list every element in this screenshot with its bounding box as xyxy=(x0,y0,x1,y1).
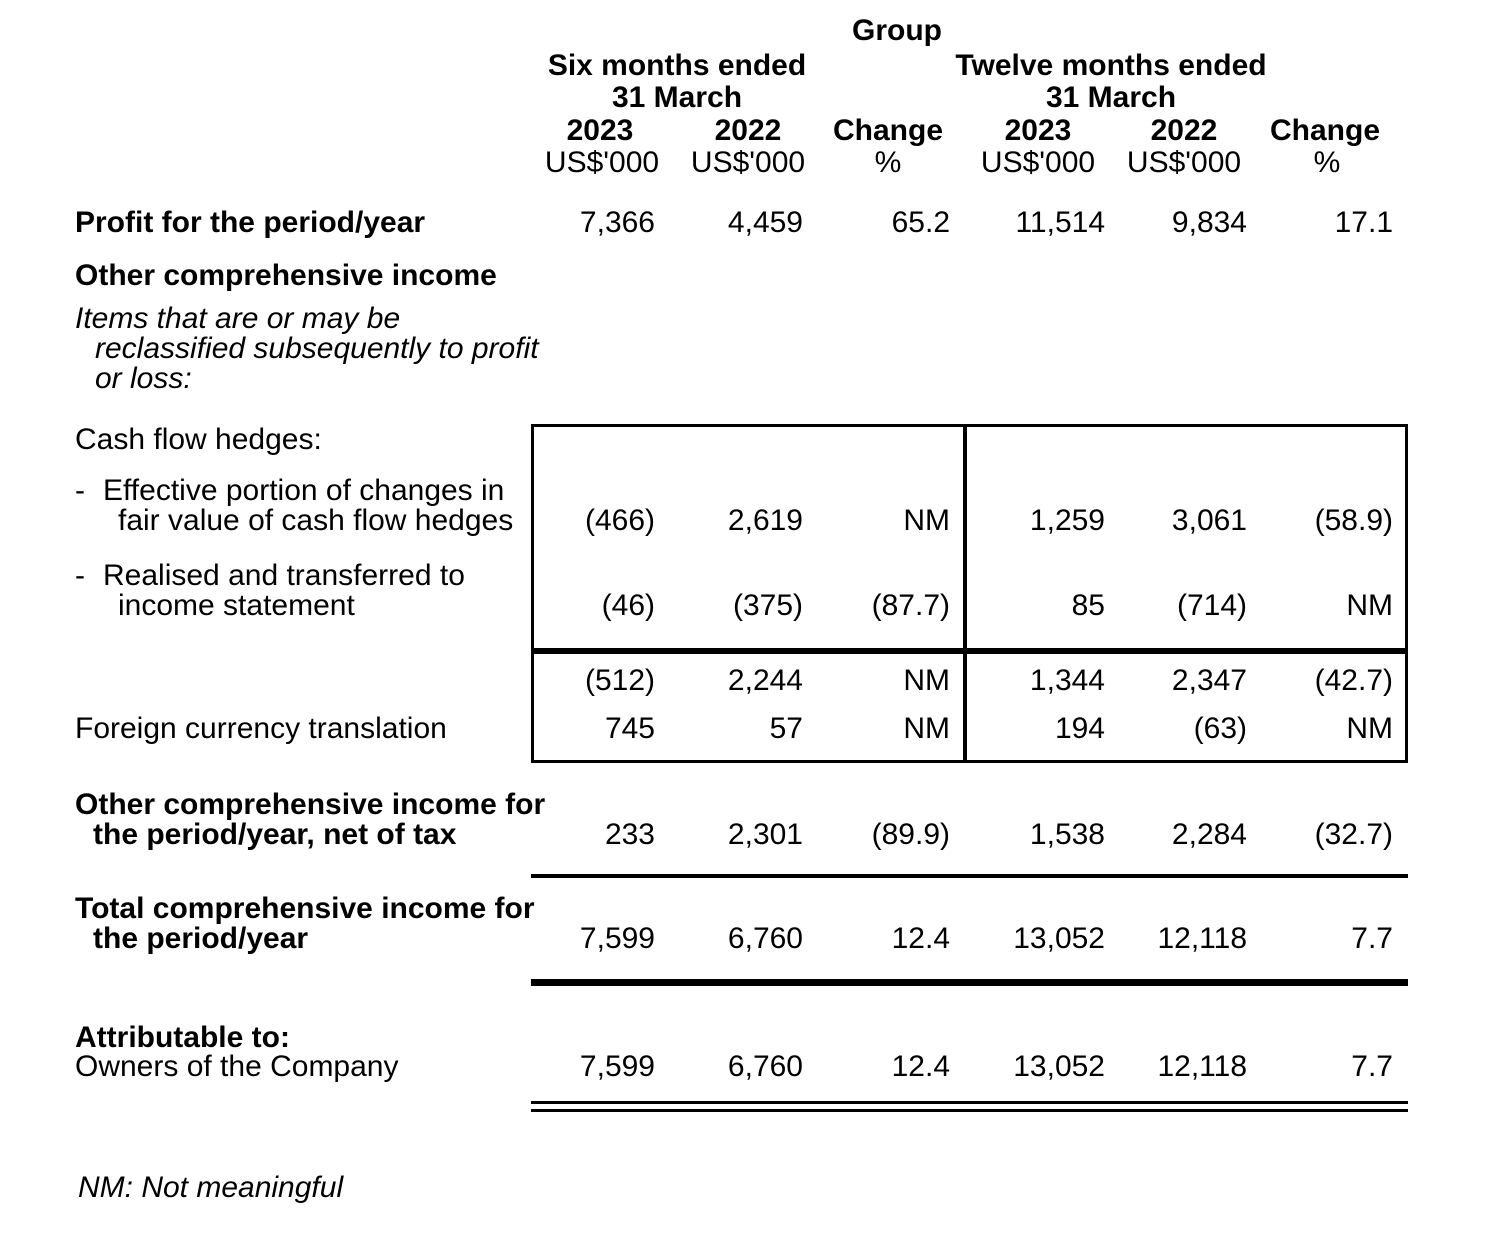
hedges-subtotal-value-4: 1,344 xyxy=(1029,664,1105,697)
effective-dash: - xyxy=(75,474,85,507)
oci-net-value-3: (89.9) xyxy=(871,818,950,851)
oci-net-value-5: 2,284 xyxy=(1171,818,1247,851)
effective-value-2: 2,619 xyxy=(727,504,803,537)
total-label-line2: the period/year xyxy=(93,922,309,955)
foreign-currency-value-3: NM xyxy=(903,712,950,745)
hedges-subtotal-value-1: (512) xyxy=(584,664,655,697)
oci-net-value-6: (32.7) xyxy=(1314,818,1393,851)
foreign-currency-value-5: (63) xyxy=(1193,712,1247,745)
realised-label-line2: income statement xyxy=(118,589,355,622)
realised-value-6: NM xyxy=(1346,589,1393,622)
col-unit-6: % xyxy=(1313,146,1341,179)
total-value-1: 7,599 xyxy=(579,922,655,955)
items-note-line2: reclassified subsequently to profit xyxy=(95,332,539,365)
owners-value-3: 12.4 xyxy=(891,1050,950,1083)
realised-dash: - xyxy=(75,559,85,592)
profit-value-2: 4,459 xyxy=(727,206,803,239)
owners-value-5: 12,118 xyxy=(1157,1050,1247,1083)
total-value-3: 12.4 xyxy=(891,922,950,955)
realised-value-4: 85 xyxy=(1071,589,1105,622)
col-year-1: 2023 xyxy=(566,114,634,147)
double-rule-after-owners xyxy=(531,1101,1408,1112)
realised-value-2: (375) xyxy=(732,589,803,622)
oci-net-label-line2: the period/year, net of tax xyxy=(93,818,457,851)
profit-value-5: 9,834 xyxy=(1171,206,1247,239)
foreign-currency-value-2: 57 xyxy=(769,712,803,745)
twelve-months-title: Twelve months ended xyxy=(955,49,1267,82)
hedges-lower-box xyxy=(531,651,1408,763)
effective-value-6: (58.9) xyxy=(1314,504,1393,537)
realised-value-5: (714) xyxy=(1176,589,1247,622)
hedges-box-divider xyxy=(963,424,967,763)
owners-value-1: 7,599 xyxy=(579,1050,655,1083)
oci-net-value-4: 1,538 xyxy=(1029,818,1105,851)
items-note-line1: Items that are or may be xyxy=(75,302,401,335)
total-value-5: 12,118 xyxy=(1157,922,1247,955)
foreign-currency-value-6: NM xyxy=(1346,712,1393,745)
group-header: Group xyxy=(852,14,942,47)
twelve-months-header: Twelve months ended 31 March xyxy=(955,50,1266,114)
rule-after-total xyxy=(531,979,1408,986)
effective-value-3: NM xyxy=(903,504,950,537)
col-change-1: Change xyxy=(832,114,944,147)
total-value-2: 6,760 xyxy=(727,922,803,955)
nm-footnote: NM: Not meaningful xyxy=(78,1171,344,1204)
effective-value-1: (466) xyxy=(584,504,655,537)
col-unit-1: US$'000 xyxy=(544,146,660,179)
items-note-line3: or loss: xyxy=(95,362,192,395)
oci-heading: Other comprehensive income xyxy=(75,259,497,292)
owners-label: Owners of the Company xyxy=(75,1050,399,1083)
realised-value-1: (46) xyxy=(601,589,655,622)
hedges-subtotal-value-2: 2,244 xyxy=(727,664,803,697)
col-year-4: 2022 xyxy=(1150,114,1218,147)
profit-label: Profit for the period/year xyxy=(75,206,426,239)
cash-flow-hedges-label: Cash flow hedges: xyxy=(75,423,322,456)
hedges-subtotal-value-5: 2,347 xyxy=(1171,664,1247,697)
hedges-subtotal-value-3: NM xyxy=(903,664,950,697)
effective-label-line2: fair value of cash flow hedges xyxy=(118,504,514,537)
col-unit-3: % xyxy=(874,146,902,179)
six-months-title: Six months ended xyxy=(547,49,807,82)
effective-value-4: 1,259 xyxy=(1029,504,1105,537)
realised-label-line1: Realised and transferred to xyxy=(103,559,465,592)
effective-value-5: 3,061 xyxy=(1171,504,1247,537)
col-year-2: 2022 xyxy=(714,114,782,147)
total-label-line1: Total comprehensive income for xyxy=(75,892,535,925)
owners-value-2: 6,760 xyxy=(727,1050,803,1083)
total-value-4: 13,052 xyxy=(1013,922,1105,955)
total-value-6: 7.7 xyxy=(1351,922,1393,955)
profit-value-1: 7,366 xyxy=(579,206,655,239)
hedges-upper-box xyxy=(531,424,1408,651)
col-unit-2: US$'000 xyxy=(690,146,806,179)
effective-label-line1: Effective portion of changes in xyxy=(103,474,505,507)
hedges-subtotal-value-6: (42.7) xyxy=(1314,664,1393,697)
foreign-currency-label: Foreign currency translation xyxy=(75,712,447,745)
six-months-subtitle: 31 March xyxy=(611,81,743,114)
realised-value-3: (87.7) xyxy=(871,589,950,622)
col-unit-5: US$'000 xyxy=(1126,146,1242,179)
six-months-header: Six months ended 31 March xyxy=(548,50,806,114)
foreign-currency-value-4: 194 xyxy=(1054,712,1105,745)
profit-value-6: 17.1 xyxy=(1334,206,1393,239)
foreign-currency-value-1: 745 xyxy=(604,712,655,745)
oci-net-value-2: 2,301 xyxy=(727,818,803,851)
owners-value-6: 7.7 xyxy=(1351,1050,1393,1083)
profit-value-3: 65.2 xyxy=(891,206,950,239)
profit-value-4: 11,514 xyxy=(1015,206,1105,239)
col-year-3: 2023 xyxy=(1004,114,1072,147)
oci-net-label-line1: Other comprehensive income for xyxy=(75,788,546,821)
rule-after-oci-net xyxy=(531,874,1408,878)
oci-net-value-1: 233 xyxy=(604,818,655,851)
col-unit-4: US$'000 xyxy=(980,146,1096,179)
col-change-2: Change xyxy=(1269,114,1381,147)
twelve-months-subtitle: 31 March xyxy=(1045,81,1177,114)
owners-value-4: 13,052 xyxy=(1013,1050,1105,1083)
attributable-heading: Attributable to: xyxy=(75,1021,290,1054)
